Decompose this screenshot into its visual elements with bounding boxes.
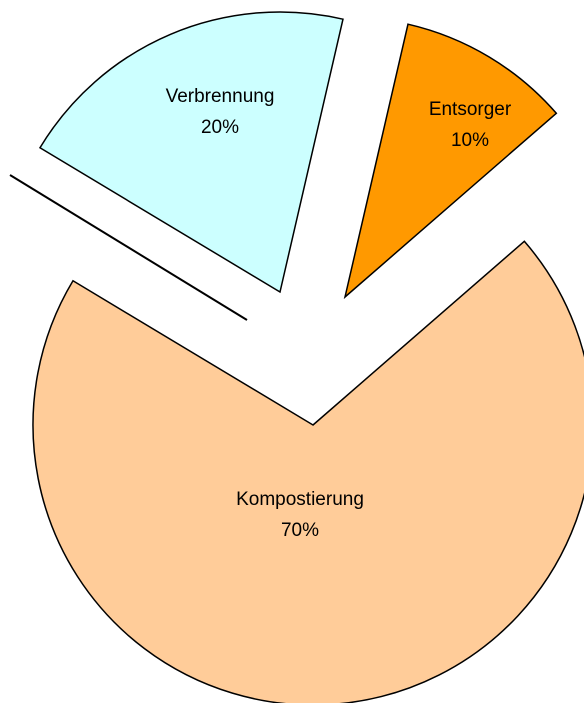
slice-value-label: 20% <box>201 117 239 138</box>
slice-label: Kompostierung <box>236 489 364 510</box>
pie-slice <box>343 23 558 300</box>
pie-slice <box>38 11 344 294</box>
slice-label: Entsorger <box>429 99 512 120</box>
slice-value-label: 70% <box>281 520 319 541</box>
pie-slice <box>32 240 584 703</box>
slice-value-label: 10% <box>451 130 489 151</box>
stray-line <box>9 174 248 321</box>
slice-label: Verbrennung <box>166 86 275 107</box>
